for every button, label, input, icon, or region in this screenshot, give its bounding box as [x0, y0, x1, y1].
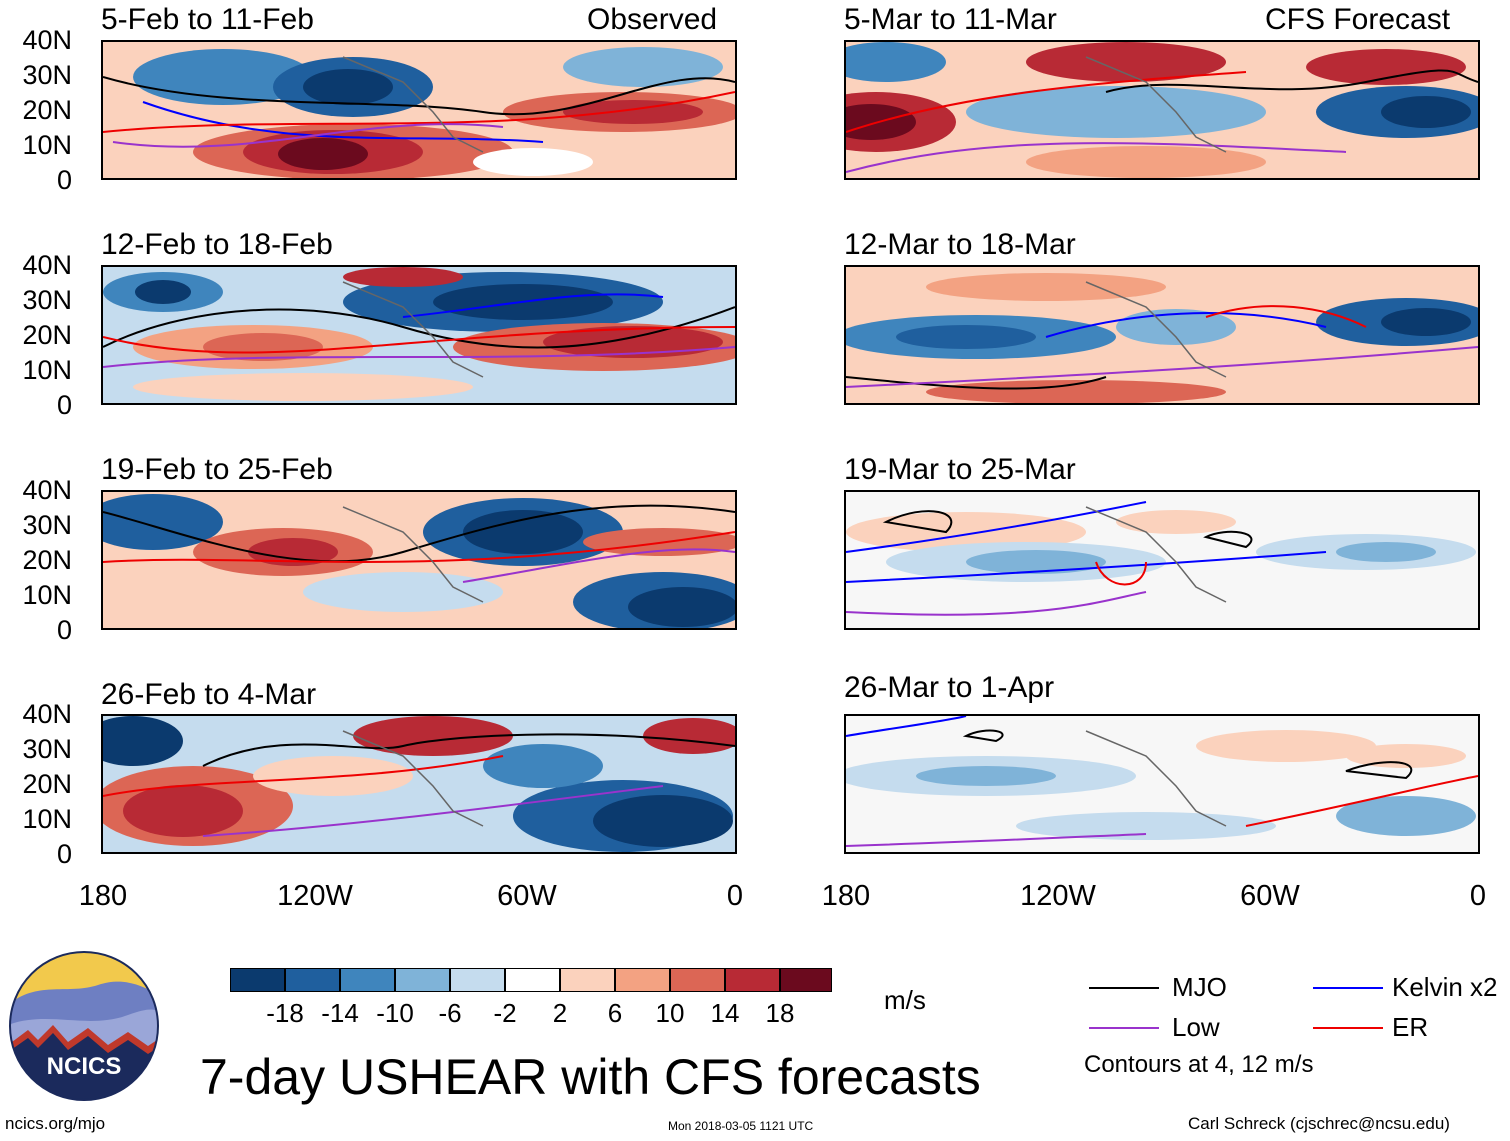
colorbar-swatch — [285, 968, 340, 992]
legend-label-low: Low — [1172, 1012, 1220, 1042]
colorbar-swatch — [230, 968, 285, 992]
panel-title-obs-1: 5-Feb to 11-Feb — [101, 3, 314, 36]
colorbar-label: 6 — [607, 998, 623, 1028]
footer-url: ncics.org/mjo — [5, 1114, 106, 1133]
colorbar-label: 10 — [655, 998, 685, 1028]
colorbar-label: -6 — [438, 998, 462, 1028]
footer-timestamp: Mon 2018-03-05 1121 UTC — [668, 1119, 814, 1133]
lat-label: 20N — [22, 545, 72, 575]
lat-label: 10N — [22, 130, 72, 160]
colorbar-swatch — [670, 968, 725, 992]
colorbar-swatch — [615, 968, 670, 992]
map-panel-obs-2 — [101, 265, 737, 405]
colorbar-swatch — [395, 968, 450, 992]
legend-line-low — [1089, 1027, 1159, 1029]
map-panel-obs-3 — [101, 490, 737, 630]
lon-label: 60W — [497, 880, 557, 912]
colorbar-swatch — [505, 968, 560, 992]
lon-label: 180 — [78, 880, 128, 912]
colorbar-label: 14 — [710, 998, 740, 1028]
observed-label: Observed — [587, 3, 718, 36]
colorbar-label: -14 — [321, 998, 359, 1028]
colorbar-label: -18 — [266, 998, 304, 1028]
map-panel-fc-4 — [844, 714, 1480, 854]
lat-label: 10N — [22, 355, 72, 385]
lat-label: 30N — [22, 734, 72, 764]
lat-label: 10N — [22, 580, 72, 610]
lat-label: 40N — [22, 25, 72, 55]
legend-label-er: ER — [1392, 1012, 1429, 1042]
lat-label: 30N — [22, 60, 72, 90]
lon-label: 120W — [1020, 880, 1096, 912]
lat-label: 0 — [56, 165, 72, 195]
lat-label: 0 — [56, 390, 72, 420]
panel-title-fc-1: 5-Mar to 11-Mar — [844, 3, 1057, 36]
colorbar-units: m/s — [884, 985, 926, 1015]
colorbar-label: 18 — [765, 998, 795, 1028]
panel-title-fc-2: 12-Mar to 18-Mar — [844, 228, 1076, 261]
legend-label-mjo: MJO — [1172, 972, 1227, 1002]
legend-line-er — [1313, 1027, 1383, 1029]
lat-label: 20N — [22, 769, 72, 799]
colorbar-label: -2 — [493, 998, 517, 1028]
map-panel-fc-1 — [844, 40, 1480, 180]
colorbar-swatch — [340, 968, 395, 992]
map-panel-obs-4 — [101, 714, 737, 854]
lat-label: 10N — [22, 804, 72, 834]
lon-label: 0 — [1469, 880, 1487, 912]
colorbar-label: 2 — [552, 998, 568, 1028]
colorbar-swatch — [725, 968, 780, 992]
main-title: 7-day USHEAR with CFS forecasts — [200, 1049, 981, 1105]
lat-label: 20N — [22, 95, 72, 125]
colorbar-label: -10 — [376, 998, 414, 1028]
map-panel-obs-1 — [101, 40, 737, 180]
lat-label: 0 — [56, 839, 72, 869]
lon-label: 180 — [821, 880, 871, 912]
lon-label: 120W — [277, 880, 353, 912]
legend-label-kelvin: Kelvin x2 — [1392, 972, 1498, 1002]
lon-label: 60W — [1240, 880, 1300, 912]
panel-title-obs-2: 12-Feb to 18-Feb — [101, 228, 333, 261]
panel-title-fc-4: 26-Mar to 1-Apr — [844, 671, 1055, 704]
legend-line-kelvin — [1313, 987, 1383, 989]
ncics-logo: NCICS — [8, 950, 160, 1102]
panel-title-obs-4: 26-Feb to 4-Mar — [101, 678, 317, 711]
colorbar-swatch — [560, 968, 615, 992]
lat-label: 20N — [22, 320, 72, 350]
lat-label: 40N — [22, 250, 72, 280]
lat-label: 0 — [56, 615, 72, 645]
colorbar-swatch — [450, 968, 505, 992]
colorbar-swatch — [780, 968, 832, 992]
lat-label: 40N — [22, 699, 72, 729]
legend-line-mjo — [1089, 987, 1159, 989]
footer-author: Carl Schreck (cjschrec@ncsu.edu) — [1188, 1114, 1450, 1133]
logo-text: NCICS — [47, 1053, 122, 1080]
lat-label: 40N — [22, 475, 72, 505]
panel-title-obs-3: 19-Feb to 25-Feb — [101, 453, 333, 486]
lat-label: 30N — [22, 285, 72, 315]
map-panel-fc-3 — [844, 490, 1480, 630]
lat-label: 30N — [22, 510, 72, 540]
lon-label: 0 — [726, 880, 744, 912]
legend-note: Contours at 4, 12 m/s — [1084, 1051, 1314, 1078]
forecast-label: CFS Forecast — [1265, 3, 1451, 36]
map-panel-fc-2 — [844, 265, 1480, 405]
panel-title-fc-3: 19-Mar to 25-Mar — [844, 453, 1076, 486]
